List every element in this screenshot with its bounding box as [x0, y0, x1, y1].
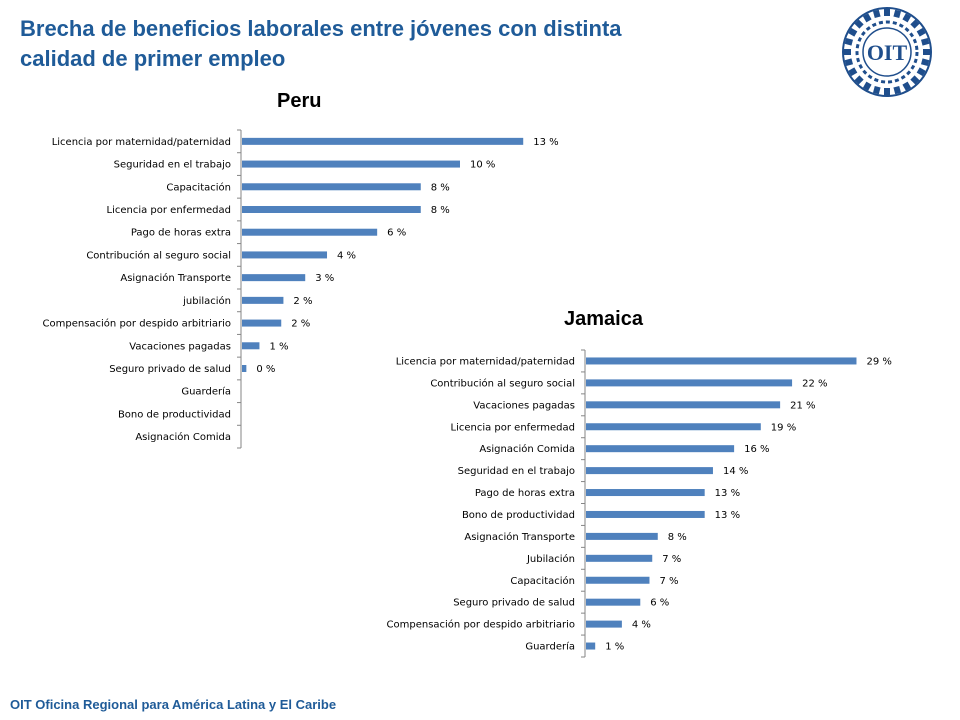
- category-label-jamaica: Seguridad en el trabajo: [458, 466, 575, 477]
- value-label-jamaica: 21 %: [790, 400, 815, 411]
- slide-title: Brecha de beneficios laborales entre jóv…: [20, 14, 720, 74]
- bar-jamaica: [586, 379, 793, 387]
- category-label-peru: Vacaciones pagadas: [129, 341, 231, 352]
- bar-jamaica: [586, 642, 596, 650]
- value-label-jamaica: 13 %: [715, 510, 740, 521]
- bar-jamaica: [586, 620, 622, 628]
- value-label-peru: 8 %: [431, 205, 450, 216]
- bar-peru: [242, 296, 284, 304]
- bar-jamaica: [586, 576, 650, 584]
- value-label-jamaica: 19 %: [771, 422, 796, 433]
- category-label-jamaica: Bono de productividad: [462, 510, 575, 521]
- value-label-peru: 2 %: [293, 296, 312, 307]
- bar-peru: [242, 365, 247, 372]
- category-label-peru: Guardería: [181, 386, 231, 398]
- bar-jamaica: [586, 532, 658, 540]
- value-label-peru: 10 %: [470, 160, 495, 171]
- chart-title-jamaica: Jamaica: [564, 308, 643, 330]
- category-label-jamaica: Licencia por maternidad/paternidad: [396, 356, 575, 367]
- bar-peru: [242, 160, 460, 168]
- chart-peru: Licencia por maternidad/paternidad 13 % Se…: [43, 129, 559, 449]
- category-label-jamaica: Licencia por enfermedad: [451, 422, 576, 433]
- bar-peru: [242, 319, 282, 327]
- bar-jamaica: [586, 554, 653, 562]
- category-label-jamaica: Pago de horas extra: [475, 488, 575, 499]
- bar-jamaica: [586, 423, 761, 431]
- value-label-peru: 1 %: [269, 341, 288, 352]
- value-label-jamaica: 4 %: [632, 620, 651, 631]
- category-label-jamaica: Asignación Comida: [479, 443, 575, 455]
- bar-jamaica: [586, 510, 705, 518]
- value-label-jamaica: 13 %: [715, 488, 740, 499]
- category-label-jamaica: Vacaciones pagadas: [473, 400, 575, 411]
- bar-peru: [242, 228, 378, 236]
- value-label-jamaica: 7 %: [659, 576, 678, 587]
- category-label-jamaica: Jubilación: [526, 553, 575, 565]
- category-label-jamaica: Guardería: [525, 641, 575, 653]
- value-label-peru: 6 %: [387, 228, 406, 239]
- category-label-peru: Capacitación: [166, 181, 231, 193]
- category-label-jamaica: Seguro privado de salud: [453, 598, 575, 609]
- value-label-peru: 0 %: [256, 364, 275, 375]
- oit-logo: OIT: [842, 7, 932, 97]
- bar-peru: [242, 206, 421, 213]
- bar-jamaica: [586, 489, 705, 497]
- bar-peru: [242, 251, 328, 259]
- category-label-jamaica: Contribución al seguro social: [430, 377, 575, 389]
- value-label-jamaica: 22 %: [802, 378, 827, 389]
- value-label-jamaica: 14 %: [723, 466, 748, 477]
- chart-jamaica: Licencia por maternidad/paternidad 29 % Co…: [387, 349, 892, 658]
- category-label-jamaica: Compensación por despido arbitriario: [387, 619, 575, 631]
- category-label-peru: Contribución al seguro social: [86, 249, 231, 261]
- bar-jamaica: [586, 445, 735, 453]
- value-label-peru: 4 %: [337, 250, 356, 261]
- bar-peru: [242, 137, 524, 145]
- bar-jamaica: [586, 598, 641, 606]
- category-label-peru: Seguridad en el trabajo: [114, 160, 231, 171]
- oit-logo-text: OIT: [867, 40, 908, 65]
- bar-jamaica: [586, 467, 713, 475]
- category-label-peru: Asignación Transporte: [120, 272, 231, 284]
- footer-text: OIT Oficina Regional para América Latina…: [10, 697, 337, 712]
- value-label-peru: 3 %: [315, 273, 334, 284]
- bar-jamaica: [586, 401, 781, 409]
- value-label-peru: 13 %: [533, 137, 558, 148]
- value-label-jamaica: 8 %: [668, 532, 687, 543]
- bar-peru: [242, 342, 260, 350]
- chart-title-peru: Peru: [277, 90, 322, 112]
- category-label-peru: Compensación por despido arbitriario: [43, 318, 231, 330]
- category-label-peru: Asignación Comida: [135, 431, 231, 443]
- bar-peru: [242, 183, 421, 191]
- value-label-peru: 8 %: [431, 182, 450, 193]
- slide-title-line-2: calidad de primer empleo: [20, 46, 286, 71]
- category-label-peru: Bono de productividad: [118, 409, 231, 420]
- category-label-jamaica: Asignación Transporte: [464, 531, 575, 543]
- slide-title-line-1: Brecha de beneficios laborales entre jóv…: [20, 16, 622, 41]
- value-label-peru: 2 %: [291, 319, 310, 330]
- bar-jamaica: [586, 357, 857, 365]
- category-label-peru: Seguro privado de salud: [109, 364, 231, 375]
- category-label-jamaica: Capacitación: [510, 575, 575, 587]
- value-label-jamaica: 1 %: [605, 642, 624, 653]
- value-label-jamaica: 7 %: [662, 554, 681, 565]
- category-label-peru: Licencia por maternidad/paternidad: [52, 137, 231, 148]
- category-label-peru: Pago de horas extra: [131, 228, 231, 239]
- category-label-peru: jubilación: [182, 295, 231, 307]
- value-label-jamaica: 16 %: [744, 444, 769, 455]
- value-label-jamaica: 6 %: [650, 598, 669, 609]
- bar-peru: [242, 274, 306, 282]
- category-label-peru: Licencia por enfermedad: [107, 205, 232, 216]
- value-label-jamaica: 29 %: [866, 356, 891, 367]
